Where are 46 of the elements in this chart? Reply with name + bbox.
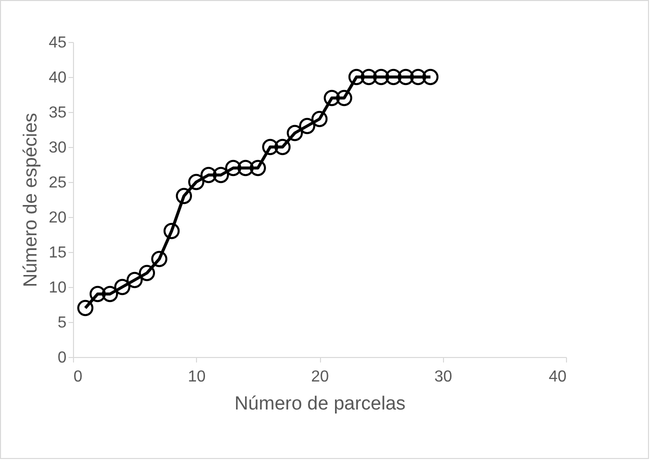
point bbox=[200, 166, 217, 184]
y-tick-label: 25 bbox=[48, 174, 67, 192]
point bbox=[77, 300, 94, 316]
point bbox=[336, 90, 352, 106]
point bbox=[324, 90, 340, 106]
y-tick-label: 45 bbox=[48, 34, 67, 52]
x-axis-title: Número de parcelas bbox=[234, 394, 406, 414]
point bbox=[114, 278, 130, 296]
y-axis-title: Número de espécies bbox=[20, 112, 42, 288]
point bbox=[212, 166, 229, 184]
point bbox=[262, 138, 278, 156]
point bbox=[126, 272, 143, 288]
x-tick-label: 40 bbox=[548, 368, 567, 386]
y-tick-label: 0 bbox=[58, 350, 67, 366]
point bbox=[348, 68, 365, 86]
point bbox=[164, 222, 180, 240]
point bbox=[410, 68, 426, 86]
point bbox=[151, 250, 168, 268]
point bbox=[398, 68, 414, 86]
point bbox=[385, 68, 402, 86]
x-tick-label: 20 bbox=[311, 368, 329, 386]
point bbox=[422, 68, 438, 86]
y-tick-label: 15 bbox=[48, 244, 67, 262]
point bbox=[311, 110, 328, 128]
point bbox=[250, 160, 266, 176]
y-tick-label: 10 bbox=[48, 280, 67, 296]
point bbox=[299, 118, 316, 134]
point bbox=[373, 68, 390, 86]
point bbox=[225, 160, 242, 176]
x-tick-label: 10 bbox=[188, 368, 206, 386]
point bbox=[90, 286, 106, 302]
x-tick-label: 0 bbox=[74, 368, 82, 386]
y-tick-label: 40 bbox=[48, 70, 67, 86]
point bbox=[176, 188, 192, 204]
point bbox=[360, 68, 377, 86]
point bbox=[188, 174, 204, 190]
y-tick-label: 35 bbox=[48, 104, 67, 122]
point bbox=[286, 124, 303, 142]
y-tick-label: 20 bbox=[48, 210, 67, 226]
point bbox=[274, 138, 291, 156]
point bbox=[138, 264, 156, 282]
x-tick-label: 30 bbox=[434, 368, 452, 386]
y-tick-label: 30 bbox=[48, 140, 67, 156]
point bbox=[237, 160, 254, 176]
point bbox=[102, 286, 118, 302]
y-tick-label: 5 bbox=[58, 314, 67, 332]
